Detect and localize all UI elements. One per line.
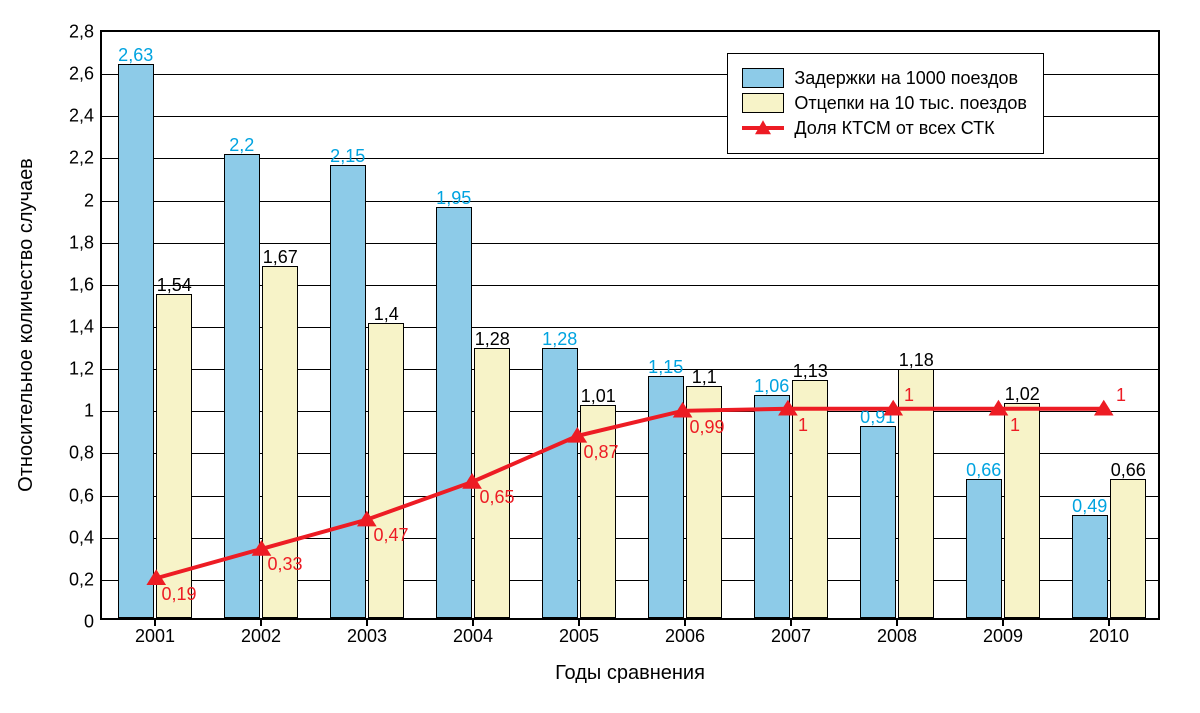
- bar: [580, 405, 616, 618]
- line-value-label: 0,47: [373, 525, 408, 546]
- grid-line: [102, 158, 1158, 159]
- chart-container: Относительное количество случаев Годы ср…: [0, 0, 1200, 713]
- bar-value-label: 0,49: [1072, 496, 1107, 519]
- y-axis-label: Относительное количество случаев: [15, 158, 38, 492]
- bar: [368, 323, 404, 618]
- bar-value-label: 0,66: [1111, 460, 1146, 483]
- legend-item: Доля КТСМ от всех СТК: [742, 118, 1027, 139]
- bar-value-label: 1,95: [436, 188, 471, 211]
- x-tick-label: 2007: [771, 618, 811, 647]
- line-value-label: 1: [1010, 415, 1020, 436]
- y-tick-label: 1,2: [69, 359, 102, 380]
- bar: [118, 64, 154, 618]
- legend-label: Задержки на 1000 поездов: [794, 68, 1018, 89]
- legend-swatch: [742, 93, 784, 113]
- bar: [966, 479, 1002, 618]
- bar: [330, 165, 366, 618]
- line-value-label: 1: [1116, 385, 1126, 406]
- grid-line: [102, 369, 1158, 370]
- y-tick-label: 2,2: [69, 148, 102, 169]
- x-tick-label: 2009: [983, 618, 1023, 647]
- line-value-label: 1: [798, 415, 808, 436]
- bar-value-label: 2,2: [229, 135, 254, 158]
- x-tick-label: 2010: [1089, 618, 1129, 647]
- bar-value-label: 1,15: [648, 357, 683, 380]
- y-tick-label: 1,8: [69, 232, 102, 253]
- y-tick-label: 1: [84, 401, 102, 422]
- grid-line: [102, 327, 1158, 328]
- legend-label: Отцепки на 10 тыс. поездов: [794, 93, 1027, 114]
- bar: [436, 207, 472, 618]
- x-tick-label: 2001: [135, 618, 175, 647]
- y-tick-label: 0: [84, 612, 102, 633]
- grid-line: [102, 201, 1158, 202]
- bar: [1072, 515, 1108, 618]
- line-value-label: 0,65: [479, 487, 514, 508]
- x-tick-label: 2008: [877, 618, 917, 647]
- bar: [542, 348, 578, 618]
- bar-value-label: 2,63: [118, 45, 153, 68]
- grid-line: [102, 243, 1158, 244]
- bar-value-label: 1,18: [899, 350, 934, 373]
- bar-value-label: 1,01: [581, 386, 616, 409]
- bar: [1110, 479, 1146, 618]
- bar-value-label: 1,28: [475, 329, 510, 352]
- legend-label: Доля КТСМ от всех СТК: [794, 118, 994, 139]
- y-tick-label: 0,2: [69, 569, 102, 590]
- x-tick-label: 2005: [559, 618, 599, 647]
- y-tick-label: 1,6: [69, 274, 102, 295]
- bar: [648, 376, 684, 618]
- x-tick-label: 2004: [453, 618, 493, 647]
- bar-value-label: 0,66: [966, 460, 1001, 483]
- line-value-label: 0,87: [583, 442, 618, 463]
- bar-value-label: 1,67: [263, 247, 298, 270]
- bar-value-label: 0,91: [860, 407, 895, 430]
- bar-value-label: 1,1: [692, 367, 717, 390]
- y-tick-label: 2,4: [69, 106, 102, 127]
- x-tick-label: 2006: [665, 618, 705, 647]
- bar: [474, 348, 510, 618]
- plot-area: Задержки на 1000 поездов Отцепки на 10 ты…: [100, 30, 1160, 620]
- y-tick-label: 2,6: [69, 64, 102, 85]
- x-axis-label: Годы сравнения: [555, 662, 705, 685]
- bar-value-label: 1,06: [754, 376, 789, 399]
- bar: [898, 369, 934, 618]
- bar: [224, 154, 260, 618]
- bar-value-label: 1,28: [542, 329, 577, 352]
- y-tick-label: 0,6: [69, 485, 102, 506]
- bar-value-label: 2,15: [330, 146, 365, 169]
- legend-item: Задержки на 1000 поездов: [742, 68, 1027, 89]
- y-tick-label: 0,8: [69, 443, 102, 464]
- grid-line: [102, 453, 1158, 454]
- grid-line: [102, 411, 1158, 412]
- y-tick-label: 2,8: [69, 22, 102, 43]
- legend-line-swatch: [742, 118, 784, 138]
- bar: [156, 294, 192, 619]
- legend-swatch: [742, 68, 784, 88]
- x-tick-label: 2002: [241, 618, 281, 647]
- y-tick-label: 1,4: [69, 317, 102, 338]
- bar-value-label: 1,02: [1005, 384, 1040, 407]
- line-value-label: 0,99: [689, 417, 724, 438]
- legend: Задержки на 1000 поездов Отцепки на 10 ты…: [727, 53, 1044, 154]
- bar: [860, 426, 896, 618]
- legend-item: Отцепки на 10 тыс. поездов: [742, 93, 1027, 114]
- line-value-label: 0,33: [267, 554, 302, 575]
- grid-line: [102, 285, 1158, 286]
- line-value-label: 1: [904, 385, 914, 406]
- y-tick-label: 0,4: [69, 527, 102, 548]
- y-tick-label: 2: [84, 190, 102, 211]
- bar-value-label: 1,13: [793, 361, 828, 384]
- x-tick-label: 2003: [347, 618, 387, 647]
- line-value-label: 0,19: [161, 584, 196, 605]
- bar-value-label: 1,4: [374, 304, 399, 327]
- bar-value-label: 1,54: [157, 275, 192, 298]
- bar: [754, 395, 790, 618]
